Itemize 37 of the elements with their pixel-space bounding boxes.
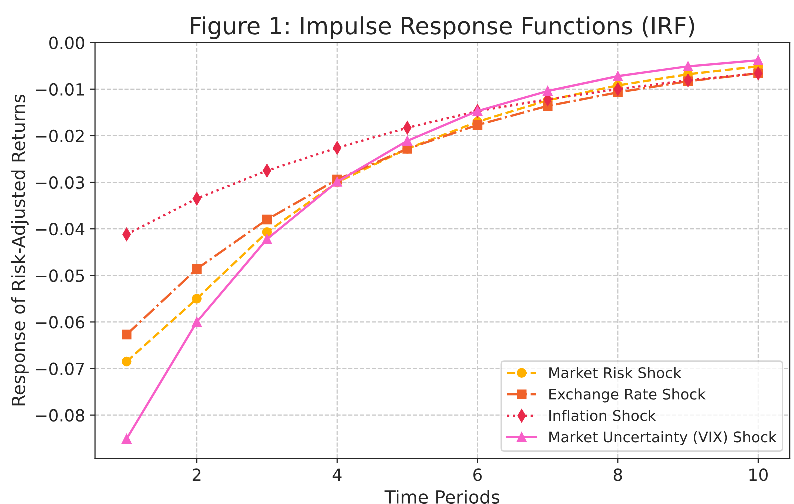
y-tick-label: −0.03 xyxy=(36,176,84,190)
point xyxy=(192,317,202,328)
point xyxy=(122,434,132,444)
point xyxy=(262,214,272,225)
point xyxy=(402,136,412,146)
y-tick-label: −0.05 xyxy=(36,270,84,282)
x-tick-label: 8 xyxy=(614,468,622,482)
chart-title: Figure 1: Impulse Response Functions (IRF) xyxy=(191,16,694,40)
y-axis-title: Response of Risk-Adjusted Returns xyxy=(11,95,29,406)
x-axis-title: Time Periods xyxy=(384,490,500,504)
legend-label: Exchange Rate Shock xyxy=(550,388,706,403)
point xyxy=(122,356,132,367)
y-tick-label: −0.08 xyxy=(36,409,84,422)
point xyxy=(192,294,202,304)
point xyxy=(262,227,272,238)
legend-label: Inflation Shock xyxy=(550,410,656,422)
point xyxy=(543,86,553,96)
point xyxy=(683,62,694,72)
y-tick-label: −0.07 xyxy=(36,362,84,376)
point xyxy=(613,72,623,82)
point xyxy=(472,106,483,116)
y-tick-label: 0.00 xyxy=(50,36,84,50)
point xyxy=(122,330,132,340)
point xyxy=(262,234,272,244)
x-tick-label: 6 xyxy=(474,468,482,482)
y-tick-label: −0.04 xyxy=(36,223,85,236)
legend-label: Market Uncertainty (VIX) Shock xyxy=(550,431,777,446)
x-tick-label: 4 xyxy=(332,468,342,482)
x-tick-label: 2 xyxy=(192,468,201,482)
point xyxy=(754,56,764,66)
y-tick-label: −0.01 xyxy=(36,83,84,96)
point xyxy=(472,120,483,130)
point xyxy=(192,264,202,274)
y-tick-label: −0.06 xyxy=(36,316,85,329)
legend-label: Market Risk Shock xyxy=(550,367,682,378)
x-tick-label: 10 xyxy=(750,468,768,482)
y-tick-label: −0.02 xyxy=(36,130,84,143)
